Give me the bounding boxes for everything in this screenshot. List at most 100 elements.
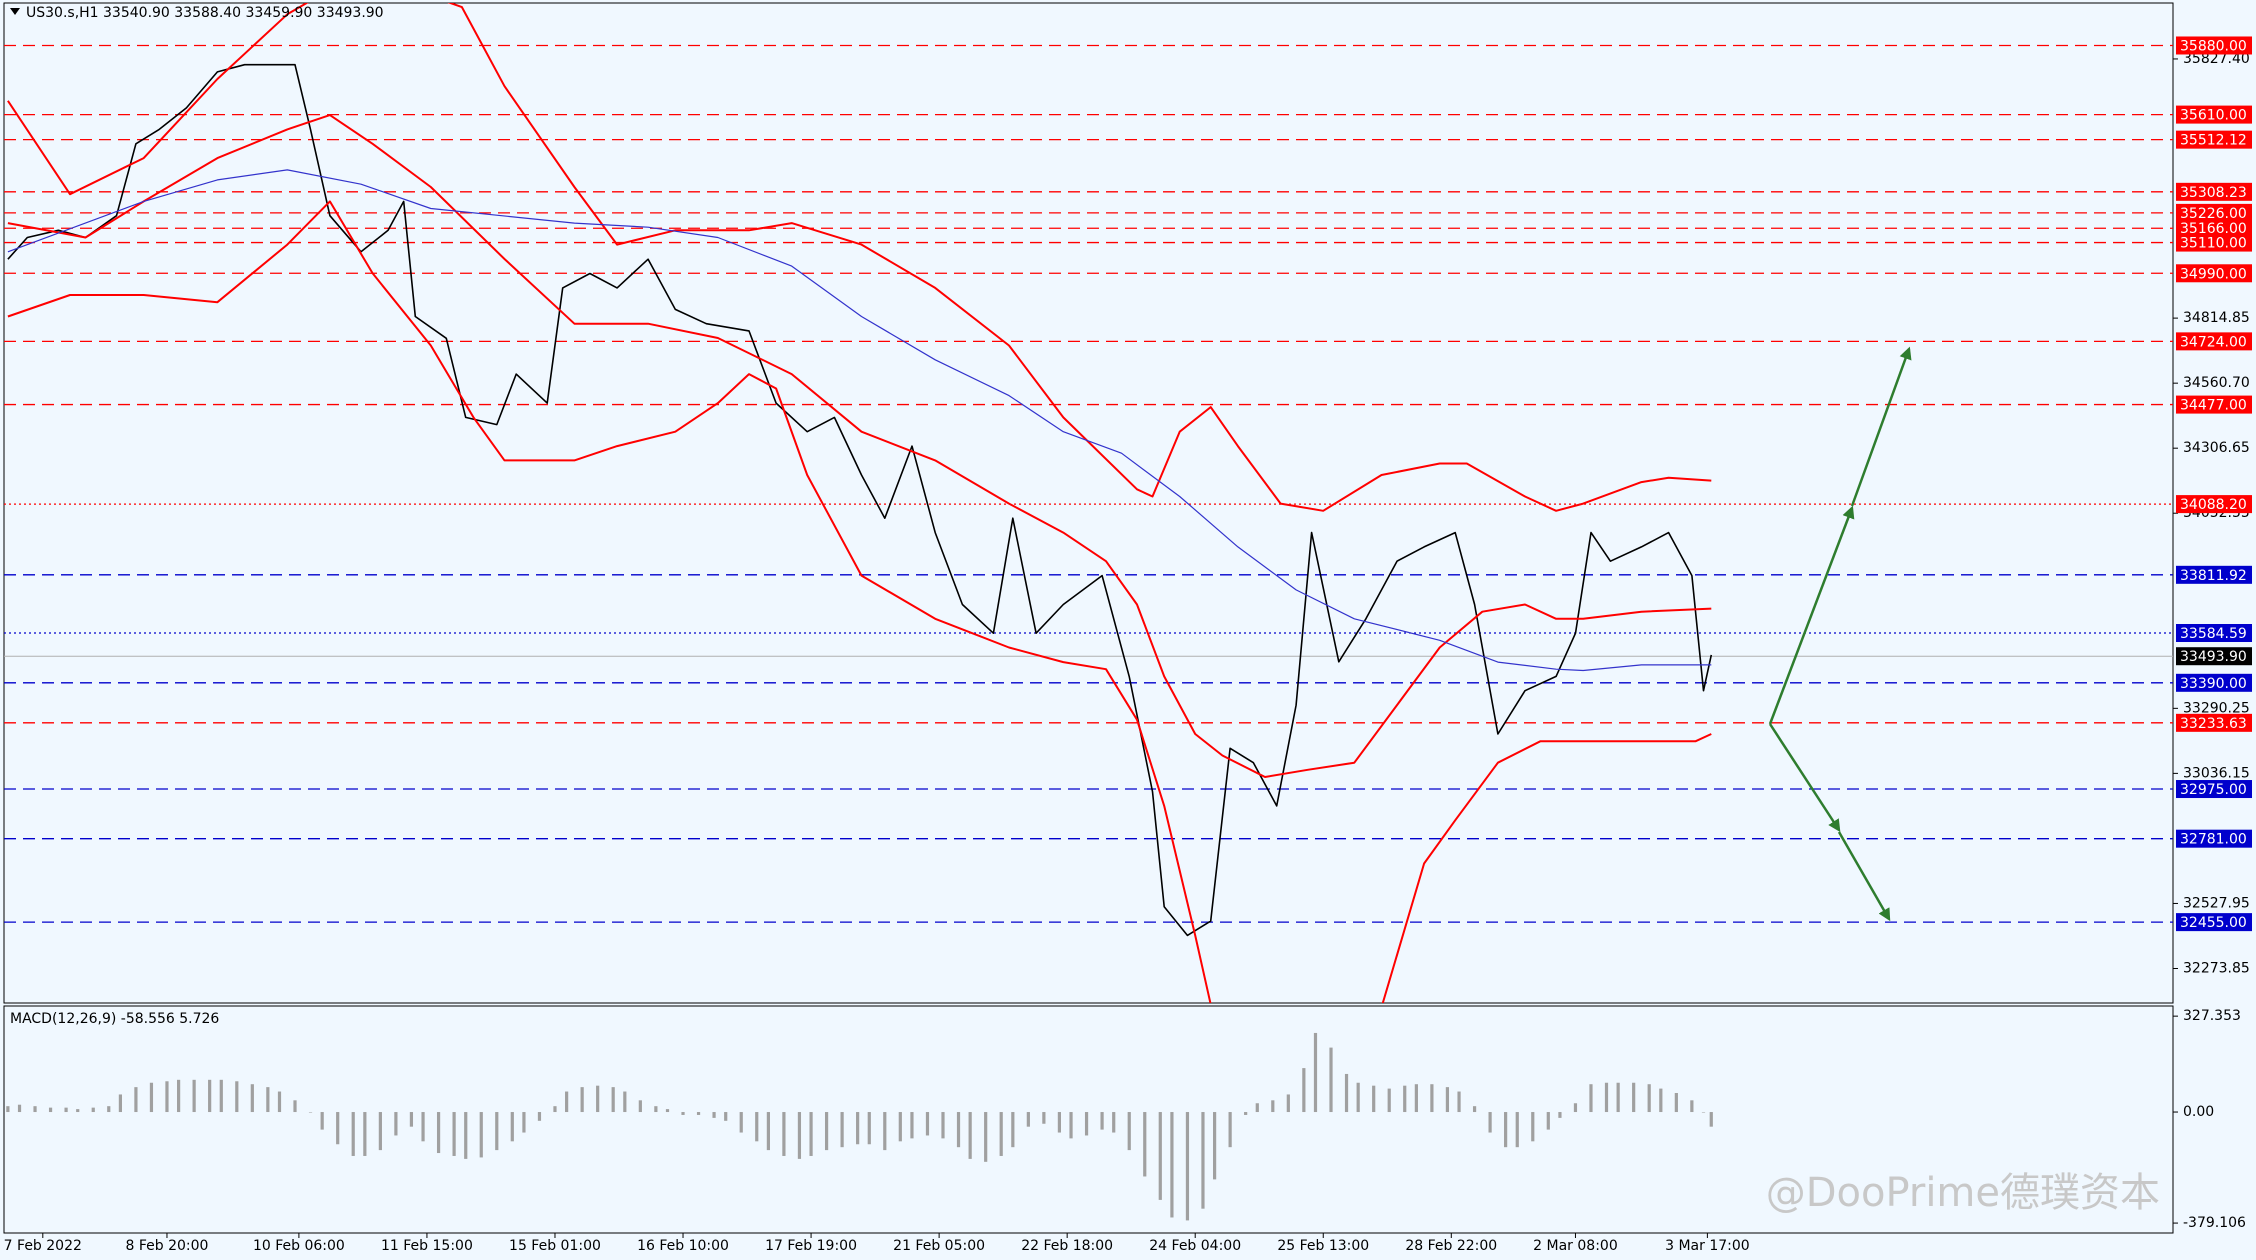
chart-title: US30.s,H1 33540.90 33588.40 33459.90 334… xyxy=(26,5,384,21)
macd-bar xyxy=(118,1094,123,1113)
axes: 35827.4034814.8534560.7034306.6534052.55… xyxy=(4,36,2252,1254)
macd-bar xyxy=(1011,1112,1015,1148)
macd-bar xyxy=(766,1112,770,1151)
level-label-box xyxy=(2176,105,2252,124)
macd-bar xyxy=(856,1112,860,1145)
macd-bar xyxy=(1690,1100,1694,1113)
macd-bar xyxy=(1084,1112,1089,1136)
macd-bar xyxy=(522,1112,526,1133)
macd-bar xyxy=(479,1112,483,1158)
macd-bar xyxy=(208,1079,212,1113)
macd-bar xyxy=(840,1112,844,1148)
main-plot xyxy=(4,3,2173,1003)
level-label: 35166.00 xyxy=(2180,221,2247,237)
macd-bar xyxy=(910,1112,914,1139)
level-label-box xyxy=(2176,565,2252,584)
macd-bar xyxy=(266,1087,270,1113)
series-line xyxy=(7,169,1712,672)
level-label: 34990.00 xyxy=(2180,266,2247,282)
macd-bar xyxy=(1403,1085,1407,1113)
macd-bar xyxy=(1302,1068,1306,1113)
macd-bar xyxy=(968,1112,972,1159)
y-tick-label: 35827.40 xyxy=(2183,51,2250,67)
macd-bar xyxy=(1573,1103,1578,1113)
current-price-label: 33493.90 xyxy=(2180,649,2247,665)
macd-bar xyxy=(1143,1112,1147,1177)
macd-bar xyxy=(1344,1073,1349,1113)
macd-bar xyxy=(1674,1092,1678,1113)
macd-bar xyxy=(941,1112,945,1139)
macd-bar xyxy=(824,1112,829,1151)
x-tick-label: 3 Mar 17:00 xyxy=(1665,1238,1750,1254)
macd-bar xyxy=(1100,1112,1104,1130)
level-label: 33390.00 xyxy=(2180,676,2247,692)
macd-bar xyxy=(363,1112,367,1156)
level-label-box xyxy=(2176,624,2252,642)
macd-bar xyxy=(1472,1106,1477,1113)
macd-bar xyxy=(984,1112,988,1162)
x-tick-label: 10 Feb 06:00 xyxy=(253,1238,345,1254)
macd-bar xyxy=(1515,1112,1519,1148)
macd-bar xyxy=(219,1079,223,1113)
y-tick-label: 32273.85 xyxy=(2183,960,2250,976)
macd-bar xyxy=(1457,1091,1461,1113)
macd-bar xyxy=(1616,1082,1620,1113)
macd-bar xyxy=(1271,1100,1275,1113)
macd-bar xyxy=(623,1091,627,1113)
macd-bar xyxy=(421,1112,425,1142)
menu-triangle xyxy=(10,8,20,15)
level-label-box xyxy=(2176,673,2252,692)
level-label-box xyxy=(2176,495,2252,514)
macd-bar xyxy=(1286,1094,1290,1113)
macd-bar xyxy=(739,1112,743,1133)
macd-bar xyxy=(320,1112,324,1130)
macd-bar xyxy=(665,1109,670,1113)
level-label: 35512.12 xyxy=(2180,133,2247,149)
macd-bar xyxy=(755,1112,759,1142)
level-label-box xyxy=(2176,829,2252,848)
macd-bar xyxy=(638,1100,642,1113)
level-label: 35880.00 xyxy=(2180,38,2247,54)
y-tick-label: 32527.95 xyxy=(2183,895,2250,911)
macd-bar xyxy=(1414,1084,1418,1113)
macd-bar xyxy=(898,1112,902,1142)
macd-bar xyxy=(1042,1112,1046,1124)
macd-bar xyxy=(336,1112,340,1145)
macd-bar xyxy=(1069,1112,1073,1139)
level-label: 33584.59 xyxy=(2180,626,2247,642)
level-label-box xyxy=(2176,219,2252,238)
level-label-box xyxy=(2176,332,2252,351)
macd-bar xyxy=(351,1112,355,1156)
level-label: 33811.92 xyxy=(2180,568,2247,584)
x-tick-label: 21 Feb 05:00 xyxy=(893,1238,985,1254)
y-tick-label: 34560.70 xyxy=(2183,375,2250,391)
current-price-box xyxy=(2176,647,2252,666)
macd-bar xyxy=(107,1106,111,1113)
macd-bar xyxy=(681,1112,685,1115)
macd-bar xyxy=(134,1087,138,1113)
level-label: 35308.23 xyxy=(2180,185,2247,201)
macd-bar xyxy=(1531,1112,1535,1142)
x-tick-label: 7 Feb 2022 xyxy=(4,1238,82,1254)
arrow xyxy=(1768,505,1855,725)
macd-bar xyxy=(308,1112,313,1113)
x-tick-label: 15 Feb 01:00 xyxy=(509,1238,601,1254)
x-tick-label: 24 Feb 04:00 xyxy=(1149,1238,1241,1254)
macd-bar xyxy=(1112,1112,1116,1133)
macd-bar xyxy=(149,1082,154,1113)
macd-bar xyxy=(1604,1082,1609,1113)
macd-bar xyxy=(611,1087,615,1113)
macd-bar xyxy=(33,1106,37,1113)
macd-bar xyxy=(1255,1103,1259,1113)
level-label-box xyxy=(2176,203,2252,222)
macd-bar xyxy=(1701,1112,1706,1113)
macd-bar xyxy=(1632,1082,1636,1113)
macd-bar xyxy=(1589,1084,1593,1113)
macd-bar xyxy=(1372,1085,1376,1113)
level-label-box xyxy=(2176,913,2252,932)
y-tick-label: 34814.85 xyxy=(2183,310,2250,326)
x-tick-label: 16 Feb 10:00 xyxy=(637,1238,729,1254)
macd-bar xyxy=(1313,1032,1318,1113)
macd-bar xyxy=(1185,1112,1190,1221)
